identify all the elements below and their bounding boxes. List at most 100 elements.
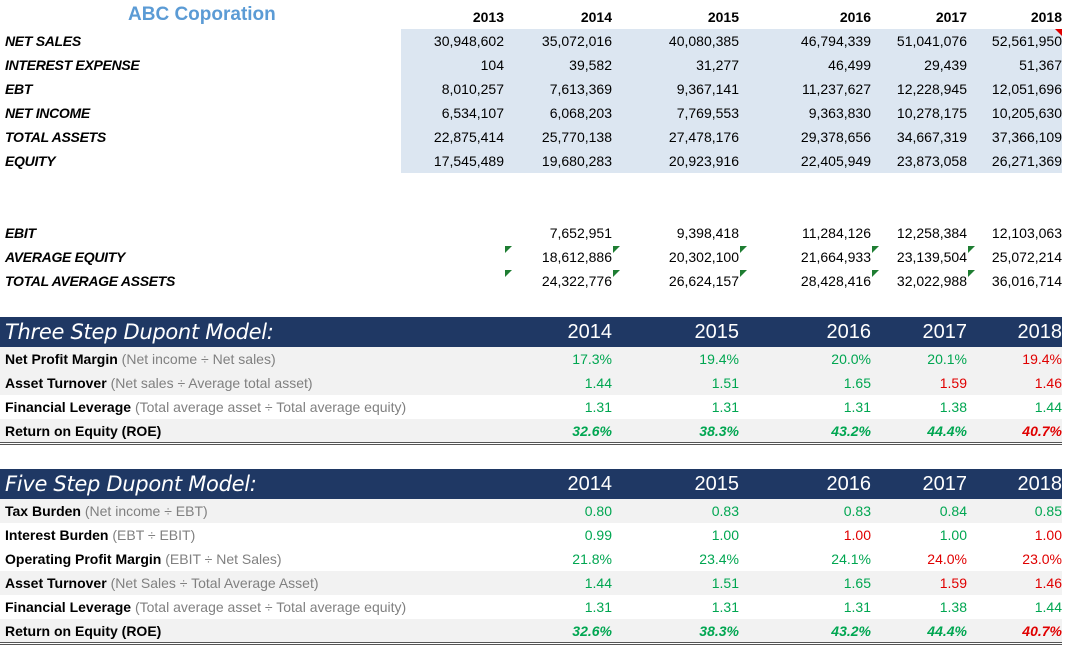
cell[interactable]: 37,366,109 [991,129,1062,145]
cell[interactable]: 9,398,418 [676,225,739,241]
cell[interactable]: 26,271,369 [991,153,1062,169]
cell[interactable]: 46,794,339 [800,33,871,49]
cell[interactable]: 21,664,933 [800,249,871,265]
cell[interactable]: 1.65 [843,575,871,591]
cell[interactable]: 24.1% [831,551,871,567]
cell[interactable]: 1.31 [843,599,871,615]
cell[interactable]: 1.00 [939,527,967,543]
cell[interactable]: 1.31 [711,399,739,415]
cell[interactable]: 40,080,385 [668,33,739,49]
cell[interactable]: 12,051,696 [991,81,1062,97]
cell[interactable]: 9,367,141 [676,81,739,97]
cell[interactable]: 19,680,283 [541,153,612,169]
cell[interactable]: 104 [480,57,504,73]
error-indicator[interactable] [872,246,879,253]
ratio-name[interactable]: Asset Turnover [5,575,107,591]
cell[interactable]: 1.46 [1034,375,1062,391]
cell[interactable]: 1.44 [584,375,612,391]
cell[interactable]: 10,278,175 [896,105,967,121]
error-indicator[interactable] [740,246,747,253]
cell[interactable]: 38.3% [699,423,739,439]
cell[interactable]: 1.31 [584,599,612,615]
cell[interactable]: 25,072,214 [991,249,1062,265]
cell[interactable]: 20.1% [927,351,967,367]
ratio-name[interactable]: Financial Leverage [5,399,132,415]
cell[interactable]: 9,363,830 [808,105,871,121]
year-cell[interactable]: 2017 [935,9,967,25]
cell[interactable]: 44.4% [927,623,967,639]
cell[interactable]: 12,228,945 [896,81,967,97]
cell[interactable]: 17,545,489 [433,153,504,169]
cell[interactable]: 20,923,916 [668,153,739,169]
cell[interactable]: 20,302,100 [668,249,739,265]
cell[interactable]: 1.00 [1034,527,1062,543]
cell[interactable]: 1.31 [584,399,612,415]
cell[interactable]: 12,103,063 [991,225,1062,241]
cell[interactable]: 32.6% [572,623,612,639]
row-label[interactable]: INTEREST EXPENSE [5,57,140,73]
cell[interactable]: 35,072,016 [541,33,612,49]
cell[interactable]: 23,873,058 [896,153,967,169]
section-title[interactable]: Five Step Dupont Model: [5,472,257,496]
error-indicator[interactable] [968,246,975,253]
cell[interactable]: 0.99 [584,527,612,543]
cell[interactable]: 1.46 [1034,575,1062,591]
error-indicator[interactable] [740,270,747,277]
year-cell[interactable]: 2015 [707,9,739,25]
cell[interactable]: 1.00 [843,527,871,543]
cell[interactable]: 29,378,656 [800,129,871,145]
year-cell[interactable]: 2018 [1030,9,1062,25]
error-indicator[interactable] [613,270,620,277]
section-title[interactable]: Three Step Dupont Model: [5,320,274,344]
cell[interactable]: 23.0% [1022,551,1062,567]
cell[interactable]: 29,439 [924,57,967,73]
error-indicator[interactable] [505,246,512,253]
cell[interactable]: 23.4% [699,551,739,567]
cell[interactable]: 1.38 [939,399,967,415]
cell[interactable]: 43.2% [831,623,871,639]
row-label[interactable]: EBT [5,81,33,97]
cell[interactable]: 7,652,951 [549,225,612,241]
cell[interactable]: 18,612,886 [541,249,612,265]
cell[interactable]: 52,561,950 [991,33,1062,49]
cell[interactable]: 1.65 [843,375,871,391]
cell[interactable]: 21.8% [572,551,612,567]
cell[interactable]: 28,428,416 [800,273,871,289]
cell[interactable]: 1.59 [939,575,967,591]
ratio-name[interactable]: Tax Burden [5,503,81,519]
cell[interactable]: 1.31 [843,399,871,415]
cell[interactable]: 26,624,157 [668,273,739,289]
row-label[interactable]: AVERAGE EQUITY [5,249,126,265]
cell[interactable]: 11,284,126 [801,225,871,241]
cell[interactable]: 38.3% [699,623,739,639]
cell[interactable]: 24,322,776 [541,273,612,289]
cell[interactable]: 24.0% [927,551,967,567]
year-cell[interactable]: 2014 [580,9,612,25]
row-label[interactable]: TOTAL AVERAGE ASSETS [5,273,176,289]
year-cell[interactable]: 2016 [826,473,872,495]
row-label[interactable]: EQUITY [5,153,56,169]
cell[interactable]: 46,499 [828,57,871,73]
row-label[interactable]: TOTAL ASSETS [5,129,106,145]
cell[interactable]: 1.31 [711,599,739,615]
year-cell[interactable]: 2017 [922,321,968,343]
cell[interactable]: 23,139,504 [896,249,967,265]
year-cell[interactable]: 2014 [567,473,613,495]
cell[interactable]: 44.4% [927,423,967,439]
ratio-name[interactable]: Return on Equity (ROE) [5,623,162,639]
cell[interactable]: 6,068,203 [549,105,612,121]
year-cell[interactable]: 2017 [922,473,968,495]
cell[interactable]: 0.83 [711,503,739,519]
year-cell[interactable]: 2018 [1017,473,1063,495]
year-cell[interactable]: 2018 [1017,321,1063,343]
cell[interactable]: 8,010,257 [441,81,504,97]
cell[interactable]: 1.44 [1034,599,1062,615]
cell[interactable]: 10,205,630 [991,105,1062,121]
cell[interactable]: 51,041,076 [896,33,967,49]
cell[interactable]: 34,667,319 [896,129,967,145]
cell[interactable]: 19.4% [699,351,739,367]
year-cell[interactable]: 2014 [567,321,613,343]
year-cell[interactable]: 2015 [694,473,740,495]
cell[interactable]: 32.6% [572,423,612,439]
row-label[interactable]: NET INCOME [5,105,90,121]
